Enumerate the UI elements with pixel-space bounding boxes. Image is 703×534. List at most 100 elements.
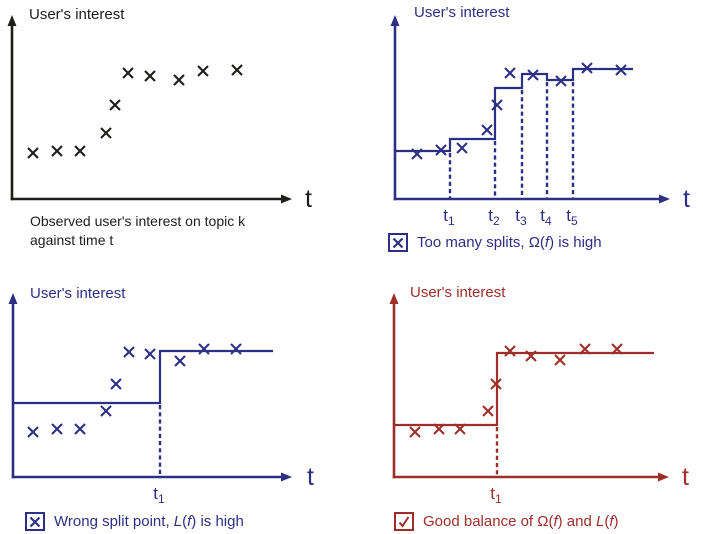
y-axis-label: User's interest [29, 6, 125, 23]
x-mark [27, 426, 39, 438]
x-mark [490, 378, 502, 390]
tick-label-t5: t5 [566, 206, 578, 228]
tick-label-t2: t2 [488, 206, 500, 228]
caption-segment: ) is high [191, 513, 244, 530]
x-mark [481, 124, 493, 136]
panel-good-balance: User's interest t t1 Good balance of Ω(f) … [352, 267, 703, 534]
x-mark [197, 65, 209, 77]
caption-segment: Good balance of Ω( [423, 513, 554, 530]
y-axis-arrow-icon [7, 15, 17, 26]
x-mark [74, 423, 86, 435]
x-mark [491, 99, 503, 111]
tick-label-t1: t1 [443, 206, 455, 228]
caption-segment: ) [613, 513, 619, 530]
y-axis-arrow-icon [390, 15, 400, 26]
x-mark [51, 423, 63, 435]
caption-text: Good balance of Ω(f) and L(f) [423, 513, 619, 530]
y-axis-label: User's interest [410, 284, 506, 301]
step-function-line [394, 351, 654, 427]
caption-segment: L [596, 513, 605, 530]
y-axis-arrow-icon [389, 293, 399, 304]
caption-segment: L [173, 513, 183, 530]
too-many-splits-plot: User's interest t t1 t2 t3 t4 t5 [390, 4, 690, 228]
caption-segment: f [187, 513, 192, 530]
x-axis-arrow-icon [659, 194, 670, 204]
x-mark [198, 343, 210, 355]
caption-text: Wrong split point, L(f) is high [54, 513, 244, 530]
x-axis-label: t [682, 463, 689, 491]
observed-caption: Observed user's interest on topic k again… [30, 212, 245, 250]
tick-label-t4: t4 [540, 206, 552, 228]
x-mark [409, 426, 421, 438]
caption-segment: ( [182, 513, 188, 530]
caption-line: Observed user's interest on topic k [30, 213, 246, 229]
x-mark [555, 75, 567, 87]
caption-segment: Wrong split point, [54, 513, 174, 530]
x-mark [230, 343, 242, 355]
x-mark [144, 348, 156, 360]
x-mark [231, 64, 243, 76]
caption-segment: ( [604, 513, 610, 530]
y-axis-arrow-icon [8, 293, 18, 304]
crossed-box-icon [25, 512, 45, 531]
x-mark [611, 343, 623, 355]
x-mark [110, 378, 122, 390]
x-mark [615, 64, 627, 76]
panel-too-many-splits: User's interest t t1 t2 t3 t4 t5 Too many spli… [352, 0, 703, 267]
panel-observed: User's interest t Observed user's interes… [0, 0, 352, 267]
x-mark [74, 145, 86, 157]
x-mark [581, 62, 593, 74]
too-many-splits-caption: Too many splits, Ω(f) is high [388, 233, 602, 252]
x-mark [579, 343, 591, 355]
x-mark [144, 70, 156, 82]
caption-segment: ) and [557, 513, 596, 530]
x-axis-arrow-icon [658, 472, 669, 482]
x-mark [411, 148, 423, 160]
x-mark [100, 405, 112, 417]
caption-text: Too many splits, Ω(f) is high [417, 234, 602, 251]
caption-segment: Too many splits, Ω( [417, 234, 545, 251]
caption-line: against time t [30, 232, 114, 248]
x-mark [173, 74, 185, 86]
x-mark [433, 423, 445, 435]
panel-wrong-split: User's interest t t1 Wrong split point, L(… [0, 267, 352, 534]
x-mark [123, 346, 135, 358]
x-axis-arrow-icon [281, 194, 292, 204]
step-function-line [395, 67, 633, 153]
crossed-box-icon [388, 233, 408, 252]
x-mark [482, 405, 494, 417]
x-mark [527, 69, 539, 81]
y-axis-label: User's interest [30, 285, 126, 302]
x-axis-arrow-icon [281, 472, 292, 482]
y-axis-label: User's interest [414, 4, 510, 21]
x-mark [456, 142, 468, 154]
tick-label-t3: t3 [515, 206, 527, 228]
tick-label-t1: t1 [490, 484, 502, 506]
wrong-split-plot: User's interest t t1 [8, 285, 314, 506]
x-mark [504, 67, 516, 79]
good-balance-caption: Good balance of Ω(f) and L(f) [394, 512, 619, 531]
caption-segment: f [544, 234, 550, 251]
checked-box-icon [394, 512, 414, 531]
x-mark [51, 145, 63, 157]
caption-segment: ) is high [549, 234, 602, 251]
x-mark [109, 99, 121, 111]
x-mark [554, 354, 566, 366]
x-axis-label: t [305, 185, 312, 213]
tick-label-t1: t1 [153, 484, 165, 506]
x-mark [525, 350, 537, 362]
x-axis-label: t [683, 185, 690, 213]
caption-segment: f [609, 513, 614, 530]
observed-plot: User's interest t [7, 6, 312, 213]
x-mark [435, 144, 447, 156]
x-mark [504, 345, 516, 357]
caption-segment: f [553, 513, 558, 530]
x-mark [27, 147, 39, 159]
step-function-line [13, 349, 273, 405]
x-mark [454, 423, 466, 435]
good-balance-plot: User's interest t t1 [389, 284, 689, 506]
x-mark [100, 127, 112, 139]
x-mark [174, 355, 186, 367]
wrong-split-caption: Wrong split point, L(f) is high [25, 512, 244, 531]
